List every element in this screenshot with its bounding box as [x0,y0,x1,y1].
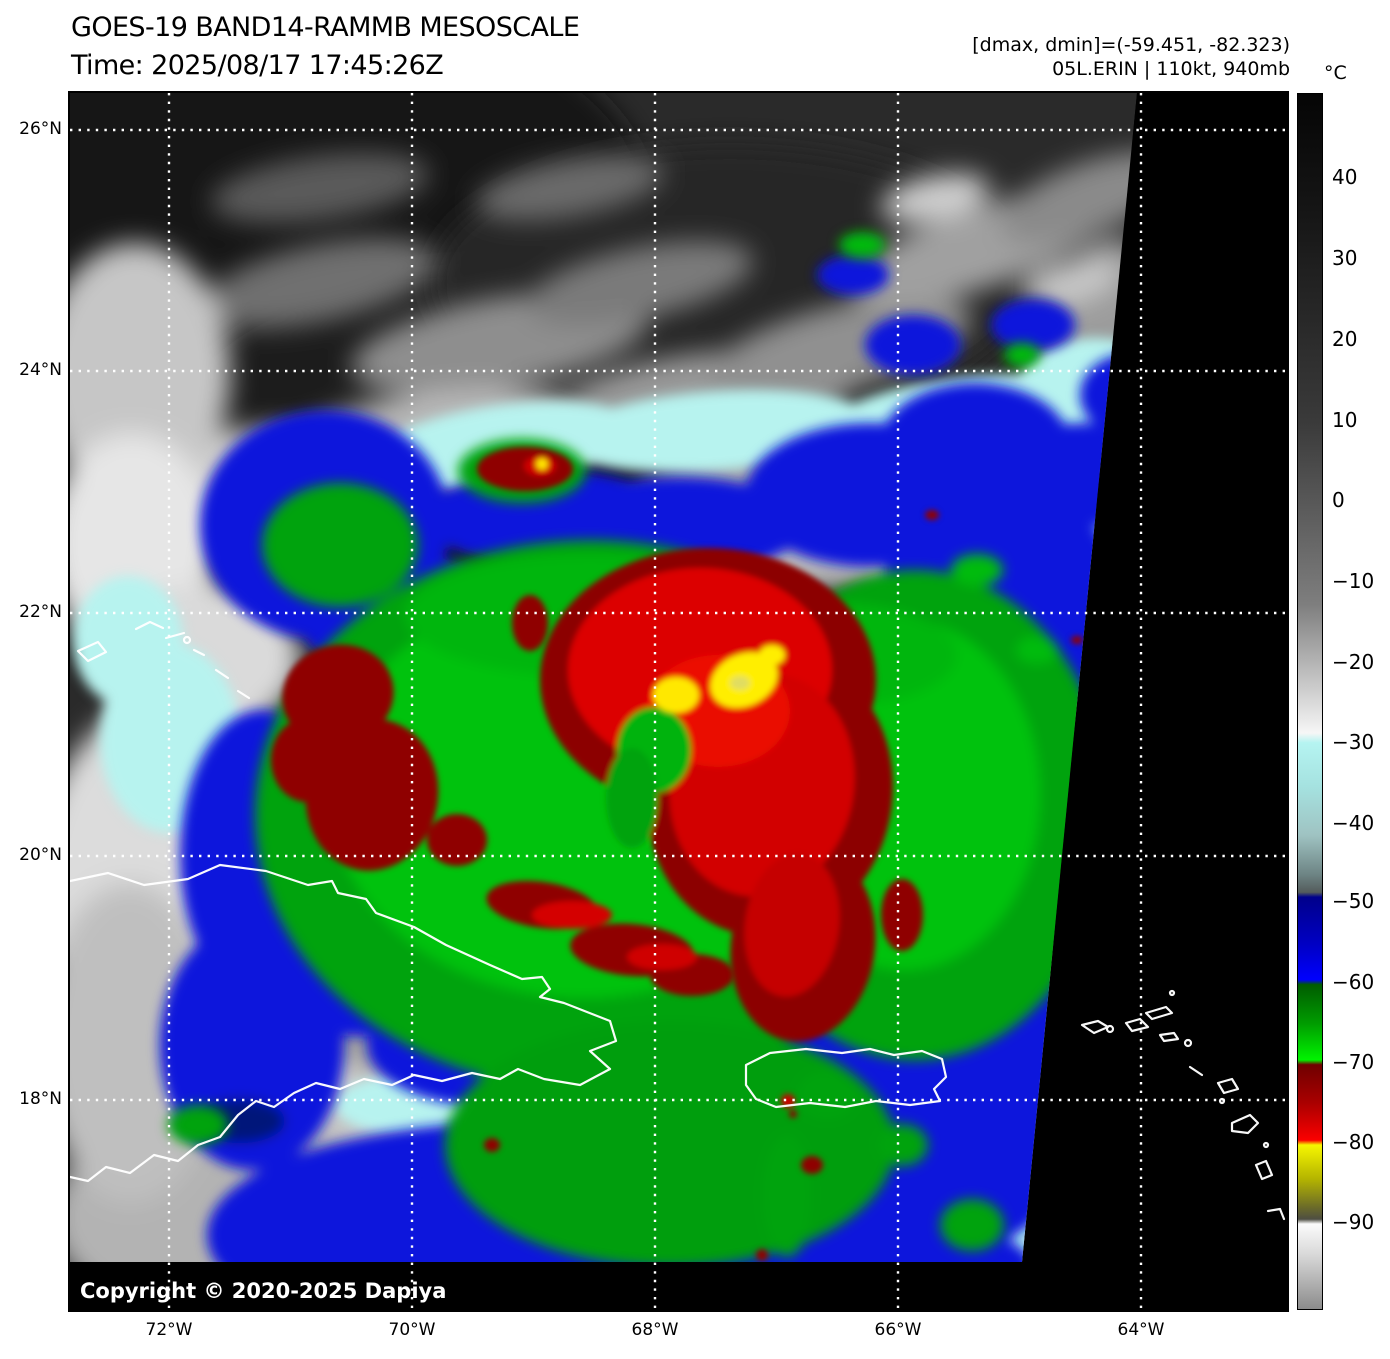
cloud-layer-darkred [271,447,1083,1261]
timestamp: Time: 2025/08/17 17:45:26Z [71,50,444,81]
coastline-lesser-antilles [1080,989,1286,1221]
temperature-colorbar [1297,93,1323,1310]
colorbar-tick: −10 [1332,569,1375,593]
colorbar-tick: −70 [1332,1050,1375,1074]
page-title: GOES-19 BAND14-RAMMB MESOSCALE [71,12,580,43]
colorbar-tick: 40 [1332,165,1358,189]
y-axis-label: 18°N [19,1089,62,1109]
satellite-map-canvas [70,93,1287,1310]
x-axis-label: 72°W [145,1320,193,1340]
colorbar-tick: −20 [1332,650,1375,674]
colorbar-tick: −90 [1332,1210,1375,1234]
dmax-dmin-readout: [dmax, dmin]=(-59.451, -82.323) [972,34,1290,56]
hurricane-core [540,548,893,1118]
satellite-data-layer [70,93,1137,1262]
coastline-hispaniola [70,863,618,1183]
colorbar-tick: −60 [1332,970,1375,994]
x-axis-label: 70°W [388,1320,436,1340]
colorbar-tick: 20 [1332,327,1358,351]
y-axis-label: 26°N [19,119,62,139]
y-axis-label: 20°N [19,845,62,865]
colorbar-tick: −40 [1332,811,1375,835]
copyright-watermark: Copyright © 2020-2025 Dapiya [80,1279,447,1303]
colorbar-tick: 30 [1332,246,1358,270]
x-axis-label: 68°W [631,1320,679,1340]
x-axis-label: 66°W [874,1320,922,1340]
colorbar-tick: 0 [1332,488,1345,512]
storm-info: 05L.ERIN | 110kt, 940mb [1052,58,1290,80]
colorbar-tick: 10 [1332,408,1358,432]
colorbar-tick: −50 [1332,889,1375,913]
y-axis-label: 22°N [19,602,62,622]
colorbar-tick: −30 [1332,730,1375,754]
colorbar-tick: −80 [1332,1130,1375,1154]
satellite-map [68,91,1289,1312]
coastlines [70,620,1286,1221]
x-axis-label: 64°W [1117,1320,1165,1340]
y-axis-label: 24°N [19,360,62,380]
colorbar-unit: °C [1324,62,1347,84]
coastline-puerto-rico [744,1047,948,1109]
